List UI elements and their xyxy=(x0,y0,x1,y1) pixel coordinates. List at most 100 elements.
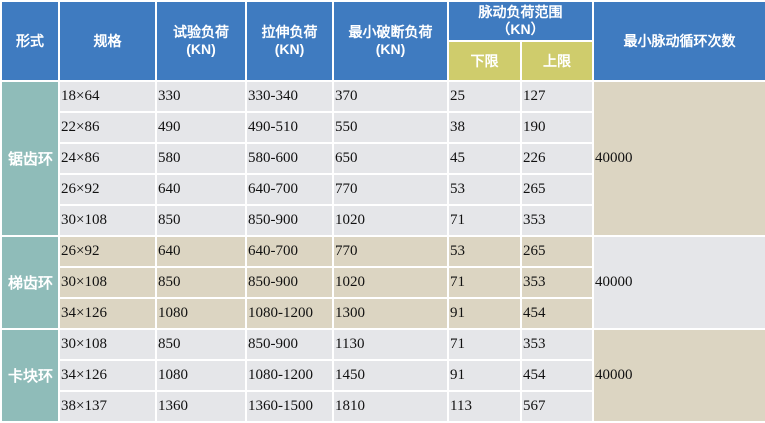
tensile-load-cell: 1360-1500 xyxy=(245,390,334,423)
upper-cell: 265 xyxy=(520,235,594,268)
tensile-load-cell: 640-700 xyxy=(245,235,334,268)
test-load-cell: 1080 xyxy=(155,297,247,330)
spec-cell: 30×108 xyxy=(58,204,157,237)
min-break-load-cell: 370 xyxy=(332,80,449,113)
lower-cell: 25 xyxy=(447,80,522,113)
table-row: 24×86 580 580-600 650 45 226 xyxy=(1,142,765,175)
spec-cell: 24×86 xyxy=(58,142,157,175)
upper-cell: 353 xyxy=(520,204,594,237)
min-break-load-cell: 650 xyxy=(332,142,449,175)
header-tensile-load: 拉伸负荷 (KN) xyxy=(245,0,334,82)
tensile-load-cell: 490-510 xyxy=(245,111,334,144)
upper-cell: 454 xyxy=(520,359,594,392)
lower-cell: 45 xyxy=(447,142,522,175)
spec-cell: 26×92 xyxy=(58,235,157,268)
table-row: 梯齿环 26×92 640 640-700 770 53 265 40000 xyxy=(0,235,765,330)
tensile-load-cell: 1080-1200 xyxy=(245,297,334,330)
lower-cell: 71 xyxy=(447,266,522,299)
upper-cell: 353 xyxy=(520,328,594,361)
test-load-cell: 580 xyxy=(155,142,247,175)
table-row: 26×92 640 640-700 770 53 265 xyxy=(1,173,765,206)
table-row: 30×108 850 850-900 1020 71 353 xyxy=(1,266,765,299)
test-load-cell: 1360 xyxy=(155,390,247,423)
lower-cell: 91 xyxy=(447,359,522,392)
table-row: 锯齿环 18×64 330 330-340 370 25 127 40000 xyxy=(0,80,765,237)
test-load-cell: 850 xyxy=(155,266,247,299)
lower-cell: 38 xyxy=(447,111,522,144)
spec-cell: 34×126 xyxy=(58,359,157,392)
upper-cell: 265 xyxy=(520,173,594,206)
header-pulse-range: 脉动负荷范围 （KN） xyxy=(447,0,594,42)
header-tensile-load-label: 拉伸负荷 xyxy=(261,24,318,40)
header-pulse-range-label: 脉动负荷范围 xyxy=(478,4,563,20)
min-break-load-cell: 1810 xyxy=(332,390,449,423)
lower-cell: 71 xyxy=(447,204,522,237)
header-test-load-label: 试验负荷 xyxy=(173,24,229,40)
table-row: 38×137 1360 1360-1500 1810 113 567 xyxy=(1,390,765,423)
min-cycles-cell: 40000 xyxy=(592,235,765,330)
spec-cell: 38×137 xyxy=(58,390,157,423)
table-row: 34×126 1080 1080-1200 1300 91 454 xyxy=(1,297,765,330)
tensile-load-cell: 1080-1200 xyxy=(245,359,334,392)
header-min-cycles: 最小脉动循环次数 xyxy=(592,0,765,82)
min-break-load-cell: 1450 xyxy=(332,359,449,392)
tensile-load-cell: 330-340 xyxy=(245,80,334,113)
header-spec: 规格 xyxy=(58,0,157,82)
header-min-break-load: 最小破断负荷 (KN) xyxy=(332,0,449,82)
tensile-load-cell: 640-700 xyxy=(245,173,334,206)
type-cell: 卡块环 xyxy=(0,328,60,423)
header-min-break-load-unit: (KN) xyxy=(375,41,406,57)
header-test-load: 试验负荷 (KN) xyxy=(155,0,247,82)
table-row: 34×126 1080 1080-1200 1450 91 454 xyxy=(1,359,765,392)
table-row: 22×86 490 490-510 550 38 190 xyxy=(1,111,765,144)
tensile-load-cell: 850-900 xyxy=(245,328,334,361)
tensile-load-cell: 850-900 xyxy=(245,204,334,237)
test-load-cell: 850 xyxy=(155,204,247,237)
test-load-cell: 1080 xyxy=(155,359,247,392)
spec-cell: 30×108 xyxy=(58,266,157,299)
header-lower: 下限 xyxy=(447,40,522,82)
min-break-load-cell: 770 xyxy=(332,235,449,268)
header-min-break-load-label: 最小破断负荷 xyxy=(348,24,433,40)
spec-cell: 22×86 xyxy=(58,111,157,144)
type-cell: 锯齿环 xyxy=(0,80,60,237)
upper-cell: 127 xyxy=(520,80,594,113)
header-upper: 上限 xyxy=(520,40,594,82)
tensile-load-cell: 580-600 xyxy=(245,142,334,175)
header-pulse-range-unit: （KN） xyxy=(496,21,545,37)
table-row: 卡块环 30×108 850 850-900 1130 71 353 40000 xyxy=(0,328,765,423)
table-body: 锯齿环 18×64 330 330-340 370 25 127 40000 22×86 490 4… xyxy=(0,80,765,423)
spec-cell: 26×92 xyxy=(58,173,157,206)
min-cycles-cell: 40000 xyxy=(592,80,765,237)
upper-cell: 190 xyxy=(520,111,594,144)
table-row: 30×108 850 850-900 1020 71 353 xyxy=(1,204,765,237)
min-break-load-cell: 550 xyxy=(332,111,449,144)
test-load-cell: 850 xyxy=(155,328,247,361)
lower-cell: 53 xyxy=(447,173,522,206)
upper-cell: 454 xyxy=(520,297,594,330)
min-cycles-cell: 40000 xyxy=(592,328,765,423)
test-load-cell: 640 xyxy=(155,173,247,206)
spec-cell: 30×108 xyxy=(58,328,157,361)
header-type: 形式 xyxy=(0,0,60,82)
header-tensile-load-unit: (KN) xyxy=(274,41,305,57)
lower-cell: 71 xyxy=(447,328,522,361)
min-break-load-cell: 770 xyxy=(332,173,449,206)
test-load-cell: 640 xyxy=(155,235,247,268)
min-break-load-cell: 1300 xyxy=(332,297,449,330)
tensile-load-cell: 850-900 xyxy=(245,266,334,299)
min-break-load-cell: 1130 xyxy=(332,328,449,361)
lower-cell: 53 xyxy=(447,235,522,268)
header-test-load-unit: (KN) xyxy=(186,41,216,57)
lower-cell: 91 xyxy=(447,297,522,330)
test-load-cell: 490 xyxy=(155,111,247,144)
type-cell: 梯齿环 xyxy=(0,235,60,330)
min-break-load-cell: 1020 xyxy=(332,204,449,237)
test-load-cell: 330 xyxy=(155,80,247,113)
upper-cell: 353 xyxy=(520,266,594,299)
spec-cell: 18×64 xyxy=(58,80,157,113)
lower-cell: 113 xyxy=(447,390,522,423)
spec-cell: 34×126 xyxy=(58,297,157,330)
upper-cell: 226 xyxy=(520,142,594,175)
